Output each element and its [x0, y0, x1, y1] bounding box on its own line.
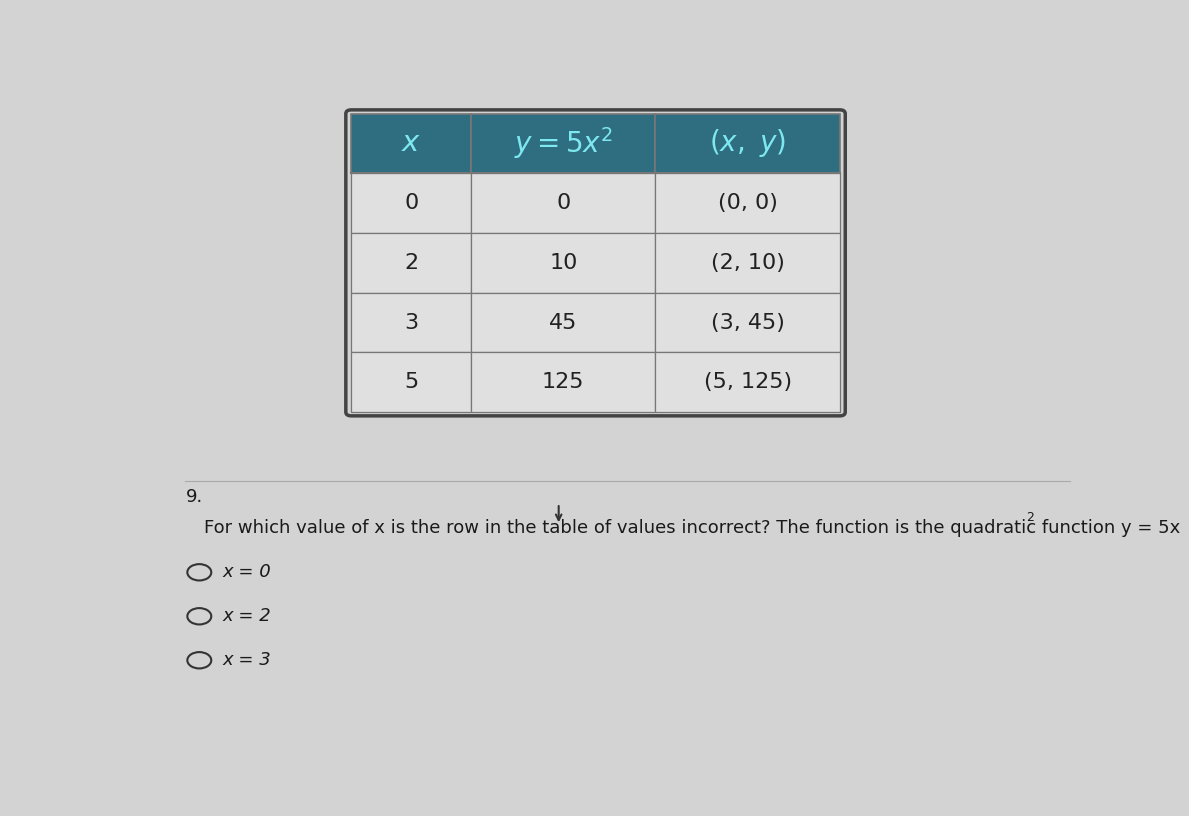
FancyBboxPatch shape: [352, 233, 471, 293]
Text: $\mathit{x}$: $\mathit{x}$: [401, 130, 421, 157]
FancyBboxPatch shape: [655, 113, 839, 173]
Text: (2, 10): (2, 10): [711, 253, 785, 273]
Text: x = 2: x = 2: [222, 607, 271, 625]
FancyBboxPatch shape: [352, 293, 471, 353]
FancyBboxPatch shape: [471, 233, 655, 293]
FancyBboxPatch shape: [352, 353, 471, 412]
FancyBboxPatch shape: [471, 173, 655, 233]
Text: $\mathit{(x,\ y)}$: $\mathit{(x,\ y)}$: [709, 127, 786, 159]
Text: 9.: 9.: [185, 488, 203, 506]
Text: 0: 0: [556, 193, 571, 213]
Text: 0: 0: [404, 193, 419, 213]
FancyBboxPatch shape: [655, 293, 839, 353]
FancyBboxPatch shape: [471, 353, 655, 412]
Text: 3: 3: [404, 313, 419, 333]
Text: (5, 125): (5, 125): [704, 372, 792, 392]
FancyBboxPatch shape: [471, 113, 655, 173]
FancyBboxPatch shape: [352, 173, 471, 233]
Text: For which value of x is the row in the table of values incorrect? The function i: For which value of x is the row in the t…: [205, 519, 1181, 537]
Text: 2: 2: [1026, 511, 1033, 524]
Text: 2: 2: [404, 253, 419, 273]
FancyBboxPatch shape: [471, 293, 655, 353]
Text: $y=5x^2$: $y=5x^2$: [514, 126, 612, 162]
FancyBboxPatch shape: [655, 233, 839, 293]
Text: x = 0: x = 0: [222, 563, 271, 581]
FancyBboxPatch shape: [655, 353, 839, 412]
Text: x = 3: x = 3: [222, 651, 271, 669]
Text: 5: 5: [404, 372, 419, 392]
FancyBboxPatch shape: [655, 173, 839, 233]
Text: (0, 0): (0, 0): [718, 193, 778, 213]
Text: (3, 45): (3, 45): [711, 313, 785, 333]
FancyBboxPatch shape: [352, 113, 471, 173]
Text: 125: 125: [542, 372, 585, 392]
Text: 10: 10: [549, 253, 578, 273]
Text: 45: 45: [549, 313, 578, 333]
